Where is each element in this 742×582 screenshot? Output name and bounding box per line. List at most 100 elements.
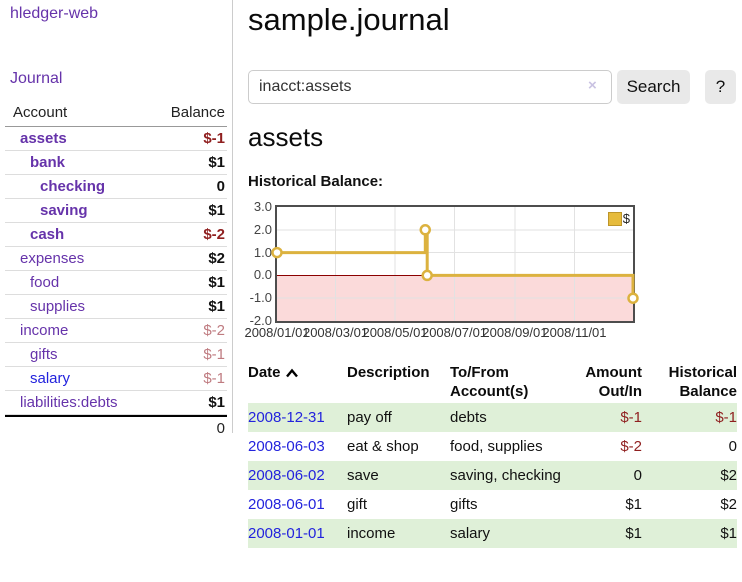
search-input[interactable] xyxy=(248,70,612,104)
transaction-date-link[interactable]: 2008-12-31 xyxy=(248,409,325,426)
x-axis-tick-label: 2008/01/01 xyxy=(244,325,309,340)
column-header-amount: Amount Out/In xyxy=(562,361,642,403)
account-balance: $-1 xyxy=(203,370,225,387)
clear-search-icon[interactable]: × xyxy=(588,77,597,94)
transaction-accounts: food, supplies xyxy=(450,432,562,461)
accounts-table: Account Balance assets$-1bank$1checking0… xyxy=(5,101,227,439)
account-row: expenses$2 xyxy=(5,247,227,271)
account-link-expenses[interactable]: expenses xyxy=(20,250,84,267)
account-link-bank[interactable]: bank xyxy=(30,154,65,171)
account-row: food $1 xyxy=(5,271,227,295)
register-table: Date Description To/From Account(s) Amou… xyxy=(248,361,737,548)
transaction-date-cell: 2008-06-03 xyxy=(248,432,347,461)
x-axis-tick-label: 2008/03/01 xyxy=(303,325,368,340)
transaction-description: pay off xyxy=(347,403,450,432)
account-row: salary $-1 xyxy=(5,367,227,391)
chart-title: Historical Balance: xyxy=(248,173,383,190)
transaction-row: 2008-01-01incomesalary$1$1 xyxy=(248,519,737,548)
account-link-cash[interactable]: cash xyxy=(30,226,64,243)
transaction-date-cell: 2008-12-31 xyxy=(248,403,347,432)
account-row: checking0 xyxy=(5,175,227,199)
account-link-food[interactable]: food xyxy=(30,274,59,291)
transaction-historical-balance: $-1 xyxy=(642,403,737,432)
column-header-date[interactable]: Date xyxy=(248,361,347,403)
sidebar-divider xyxy=(232,0,233,433)
register-rows: 2008-12-31pay offdebts$-1$-12008-06-03ea… xyxy=(248,403,737,548)
transaction-amount: $1 xyxy=(562,490,642,519)
transaction-accounts: saving, checking xyxy=(450,461,562,490)
account-balance: $1 xyxy=(208,394,225,411)
legend-swatch-icon xyxy=(608,212,622,226)
column-header-accounts: To/From Account(s) xyxy=(450,361,562,403)
account-balance: $-1 xyxy=(203,346,225,363)
register-header-row: Date Description To/From Account(s) Amou… xyxy=(248,361,737,403)
chart-plot-area[interactable]: $ xyxy=(275,205,635,323)
transaction-date-link[interactable]: 2008-06-02 xyxy=(248,467,325,484)
y-axis-tick-label: 0.0 xyxy=(248,267,272,283)
account-link-checking[interactable]: checking xyxy=(40,178,105,195)
account-row: saving $1 xyxy=(5,199,227,223)
transaction-description: gift xyxy=(347,490,450,519)
transaction-description: income xyxy=(347,519,450,548)
transaction-amount: $-2 xyxy=(562,432,642,461)
transaction-description: eat & shop xyxy=(347,432,450,461)
account-row: bank $1 xyxy=(5,151,227,175)
account-link-supplies[interactable]: supplies xyxy=(30,298,85,315)
account-link-assets[interactable]: assets xyxy=(20,130,67,147)
x-axis-tick-label: 2008/09/01 xyxy=(482,325,547,340)
transaction-description: save xyxy=(347,461,450,490)
account-row: supplies $1 xyxy=(5,295,227,319)
account-balance: $1 xyxy=(208,154,225,171)
data-point-marker xyxy=(273,248,282,257)
transaction-date-cell: 2008-06-01 xyxy=(248,490,347,519)
y-axis-tick-label: 1.0 xyxy=(248,245,272,261)
account-balance: $-2 xyxy=(203,322,225,339)
help-button[interactable]: ? xyxy=(705,70,736,104)
accounts-total-row: 0 xyxy=(5,415,227,439)
accounts-header-balance: Balance xyxy=(171,104,225,121)
transaction-amount: $1 xyxy=(562,519,642,548)
transaction-date-cell: 2008-06-02 xyxy=(248,461,347,490)
transaction-historical-balance: $1 xyxy=(642,519,737,548)
historical-balance-chart: 3.02.01.00.0-1.0-2.0 $ 2008/01/012008/03… xyxy=(248,201,668,343)
data-point-marker xyxy=(629,294,638,303)
x-axis-tick-label: 2008/05/01 xyxy=(362,325,427,340)
sidebar-item-journal[interactable]: Journal xyxy=(10,70,62,88)
accounts-table-header: Account Balance xyxy=(5,101,227,127)
sort-ascending-icon xyxy=(285,368,299,378)
transaction-accounts: salary xyxy=(450,519,562,548)
account-balance: $1 xyxy=(208,202,225,219)
account-link-saving[interactable]: saving xyxy=(40,202,88,219)
account-balance: $1 xyxy=(208,298,225,315)
main-content: sample.journal × Search ? assets Histori… xyxy=(248,0,742,582)
transaction-row: 2008-06-03 eat & shopfood, supplies$-20 xyxy=(248,432,737,461)
transaction-date-link[interactable]: 2008-06-03 xyxy=(248,438,325,455)
transaction-date-link[interactable]: 2008-01-01 xyxy=(248,525,325,542)
accounts-total-value: 0 xyxy=(217,420,225,437)
account-balance: $1 xyxy=(208,274,225,291)
column-header-historical: Historical Balance xyxy=(642,361,737,403)
transaction-date-link[interactable]: 2008-06-01 xyxy=(248,496,325,513)
account-link-gifts[interactable]: gifts xyxy=(30,346,58,363)
accounts-rows: assets$-1bank$1checking0saving$1cash$-2e… xyxy=(5,127,227,415)
accounts-header-account: Account xyxy=(13,104,67,121)
search-button[interactable]: Search xyxy=(617,70,690,104)
legend-label: $ xyxy=(623,211,630,226)
y-axis-tick-label: 3.0 xyxy=(248,199,272,215)
account-link-salary[interactable]: salary xyxy=(30,370,70,387)
sidebar: hledger-web Journal Account Balance asse… xyxy=(0,0,233,582)
page-title: sample.journal xyxy=(248,2,450,38)
account-row: cash$-2 xyxy=(5,223,227,247)
transaction-row: 2008-06-01 giftgifts$1$2 xyxy=(248,490,737,519)
transaction-historical-balance: $2 xyxy=(642,490,737,519)
account-row: liabilities:debts $1 xyxy=(5,391,227,415)
app-title-link[interactable]: hledger-web xyxy=(10,5,98,23)
transaction-historical-balance: 0 xyxy=(642,432,737,461)
account-link-liabilities-debts[interactable]: liabilities:debts xyxy=(20,394,118,411)
transaction-accounts: debts xyxy=(450,403,562,432)
account-balance: $-1 xyxy=(203,130,225,147)
account-link-income[interactable]: income xyxy=(20,322,68,339)
transaction-accounts: gifts xyxy=(450,490,562,519)
transaction-row: 2008-12-31pay offdebts$-1$-1 xyxy=(248,403,737,432)
chart-legend: $ xyxy=(608,211,630,226)
